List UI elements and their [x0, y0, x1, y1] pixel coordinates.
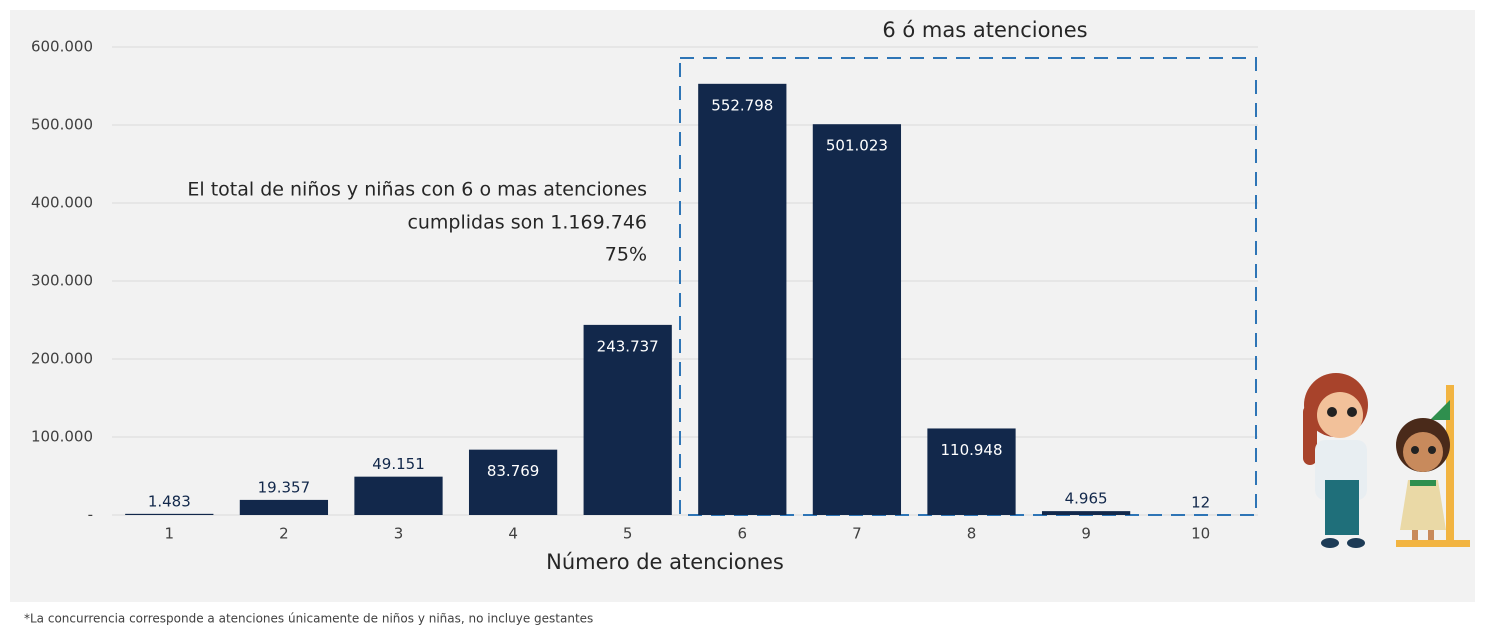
data-label: 243.737	[597, 337, 659, 355]
bar	[354, 476, 443, 515]
y-tick-label: 500.000	[31, 116, 93, 134]
annotation: cumplidas son 1.169.746	[407, 212, 647, 234]
bar	[1041, 511, 1131, 515]
data-label: 501.023	[826, 137, 888, 155]
data-label: 49.151	[372, 455, 425, 473]
x-tick-label: 5	[623, 525, 633, 543]
data-label: 1.483	[148, 492, 191, 510]
data-label: 4.965	[1065, 490, 1108, 508]
x-tick-label: 7	[852, 525, 862, 543]
x-tick-label: 10	[1191, 525, 1210, 543]
x-tick-label: 6	[738, 525, 748, 543]
y-tick-label: -	[88, 506, 93, 524]
data-label: 19.357	[258, 478, 311, 496]
annotation: El total de niños y niñas con 6 o mas at…	[187, 179, 647, 201]
illustration	[1303, 373, 1470, 548]
bar	[468, 449, 558, 515]
x-tick-label: 1	[165, 525, 175, 543]
highlight-label: 6 ó mas atenciones	[882, 18, 1087, 42]
x-tick-label: 3	[394, 525, 404, 543]
x-tick-label: 2	[279, 525, 289, 543]
y-tick-label: 300.000	[31, 272, 93, 290]
bar	[812, 124, 902, 515]
x-tick-label: 8	[967, 525, 977, 543]
data-label: 110.948	[940, 441, 1002, 459]
bar	[239, 499, 329, 515]
bar	[125, 513, 214, 515]
data-label: 552.798	[711, 96, 773, 114]
y-tick-label: 400.000	[31, 194, 93, 212]
x-tick-label: 9	[1081, 525, 1091, 543]
bar	[927, 428, 1016, 515]
y-tick-label: 600.000	[31, 38, 93, 56]
data-label: 83.769	[487, 462, 540, 480]
y-tick-label: 200.000	[31, 350, 93, 368]
x-axis-title: Número de atenciones	[546, 550, 784, 574]
y-tick-label: 100.000	[31, 428, 93, 446]
bar	[583, 324, 672, 515]
x-tick-label: 4	[508, 525, 518, 543]
data-label: 12	[1191, 493, 1210, 511]
footnote: *La concurrencia corresponde a atencione…	[24, 612, 593, 626]
bar	[698, 83, 787, 515]
annotation: 75%	[605, 244, 647, 266]
